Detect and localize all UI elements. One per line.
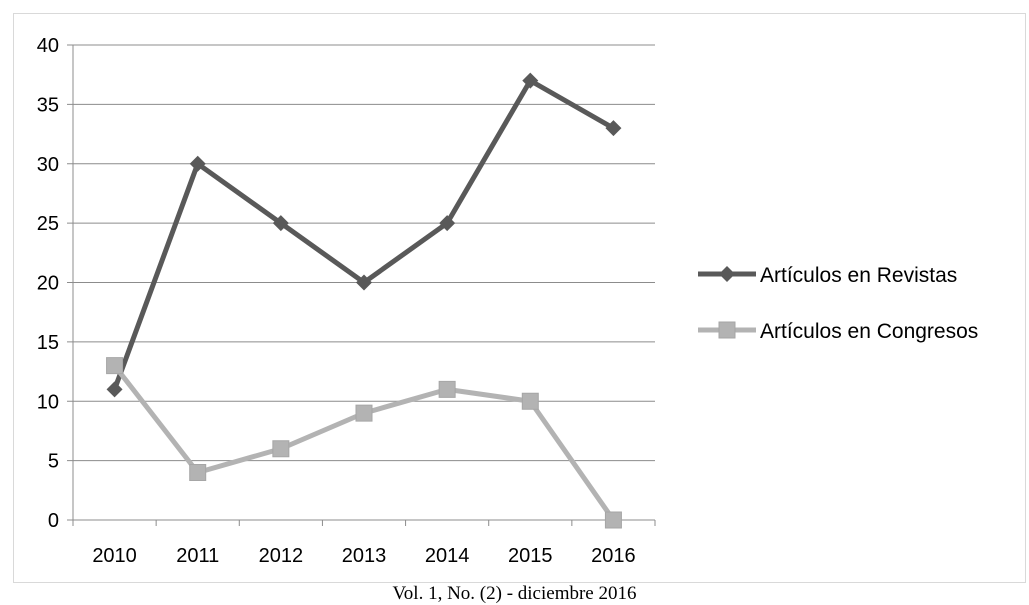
gridlines [73, 44, 655, 462]
data-point-square [189, 464, 207, 481]
x-tick-label: 2012 [259, 545, 304, 567]
y-tick-label: 30 [37, 154, 59, 176]
y-tick-label: 5 [48, 451, 59, 473]
x-tick-label: 2011 [176, 545, 219, 567]
data-point-diamond [272, 215, 289, 232]
y-axis-tick-labels: 0 5 10 15 20 25 30 35 40 [37, 35, 59, 532]
x-tick-label: 2010 [92, 545, 137, 567]
y-tick-label: 25 [37, 213, 59, 235]
series-congresos [106, 357, 622, 529]
legend-entry: Artículos en Congresos [698, 320, 978, 343]
legend-swatch-marker [719, 266, 735, 282]
data-point-square [438, 380, 456, 398]
legend-label: Artículos en Revistas [760, 264, 957, 287]
data-point-diamond [356, 274, 372, 291]
x-tick-label: 2013 [342, 545, 387, 567]
series-revistas [106, 72, 622, 398]
y-tick-label: 10 [37, 391, 59, 413]
series-lines [106, 72, 622, 529]
x-tick-label: 2016 [591, 545, 636, 567]
data-point-square [355, 404, 373, 422]
legend-entry: Artículos en Revistas [698, 264, 957, 287]
y-tick-label: 20 [37, 273, 59, 295]
x-axis-tick-labels: 2010 2011 2012 2013 2014 2015 2016 [92, 545, 635, 567]
legend-swatch-marker [718, 321, 736, 339]
y-tick-label: 0 [48, 510, 59, 532]
series-line [112, 78, 616, 392]
data-point-diamond [439, 215, 456, 232]
data-point-diamond [522, 72, 539, 89]
y-tick-label: 35 [37, 94, 59, 116]
axes [67, 44, 656, 526]
x-tick-label: 2014 [425, 545, 470, 567]
y-tick-label: 40 [37, 35, 59, 57]
x-tick-label: 2015 [508, 545, 553, 567]
data-point-diamond [189, 155, 206, 172]
series-line [112, 363, 616, 523]
data-point-square [604, 511, 622, 529]
data-point-diamond [106, 381, 123, 398]
y-tick-label: 15 [37, 332, 59, 354]
chart-frame [13, 13, 1026, 583]
data-point-square [272, 440, 290, 458]
legend: Artículos en Revistas Artículos en Congre… [698, 264, 978, 343]
data-point-square [106, 357, 124, 375]
footer-text: Vol. 1, No. (2) - diciembre 2016 [392, 583, 637, 604]
data-point-square [521, 392, 539, 410]
data-point-diamond [605, 120, 622, 137]
legend-label: Artículos en Congresos [760, 320, 978, 343]
